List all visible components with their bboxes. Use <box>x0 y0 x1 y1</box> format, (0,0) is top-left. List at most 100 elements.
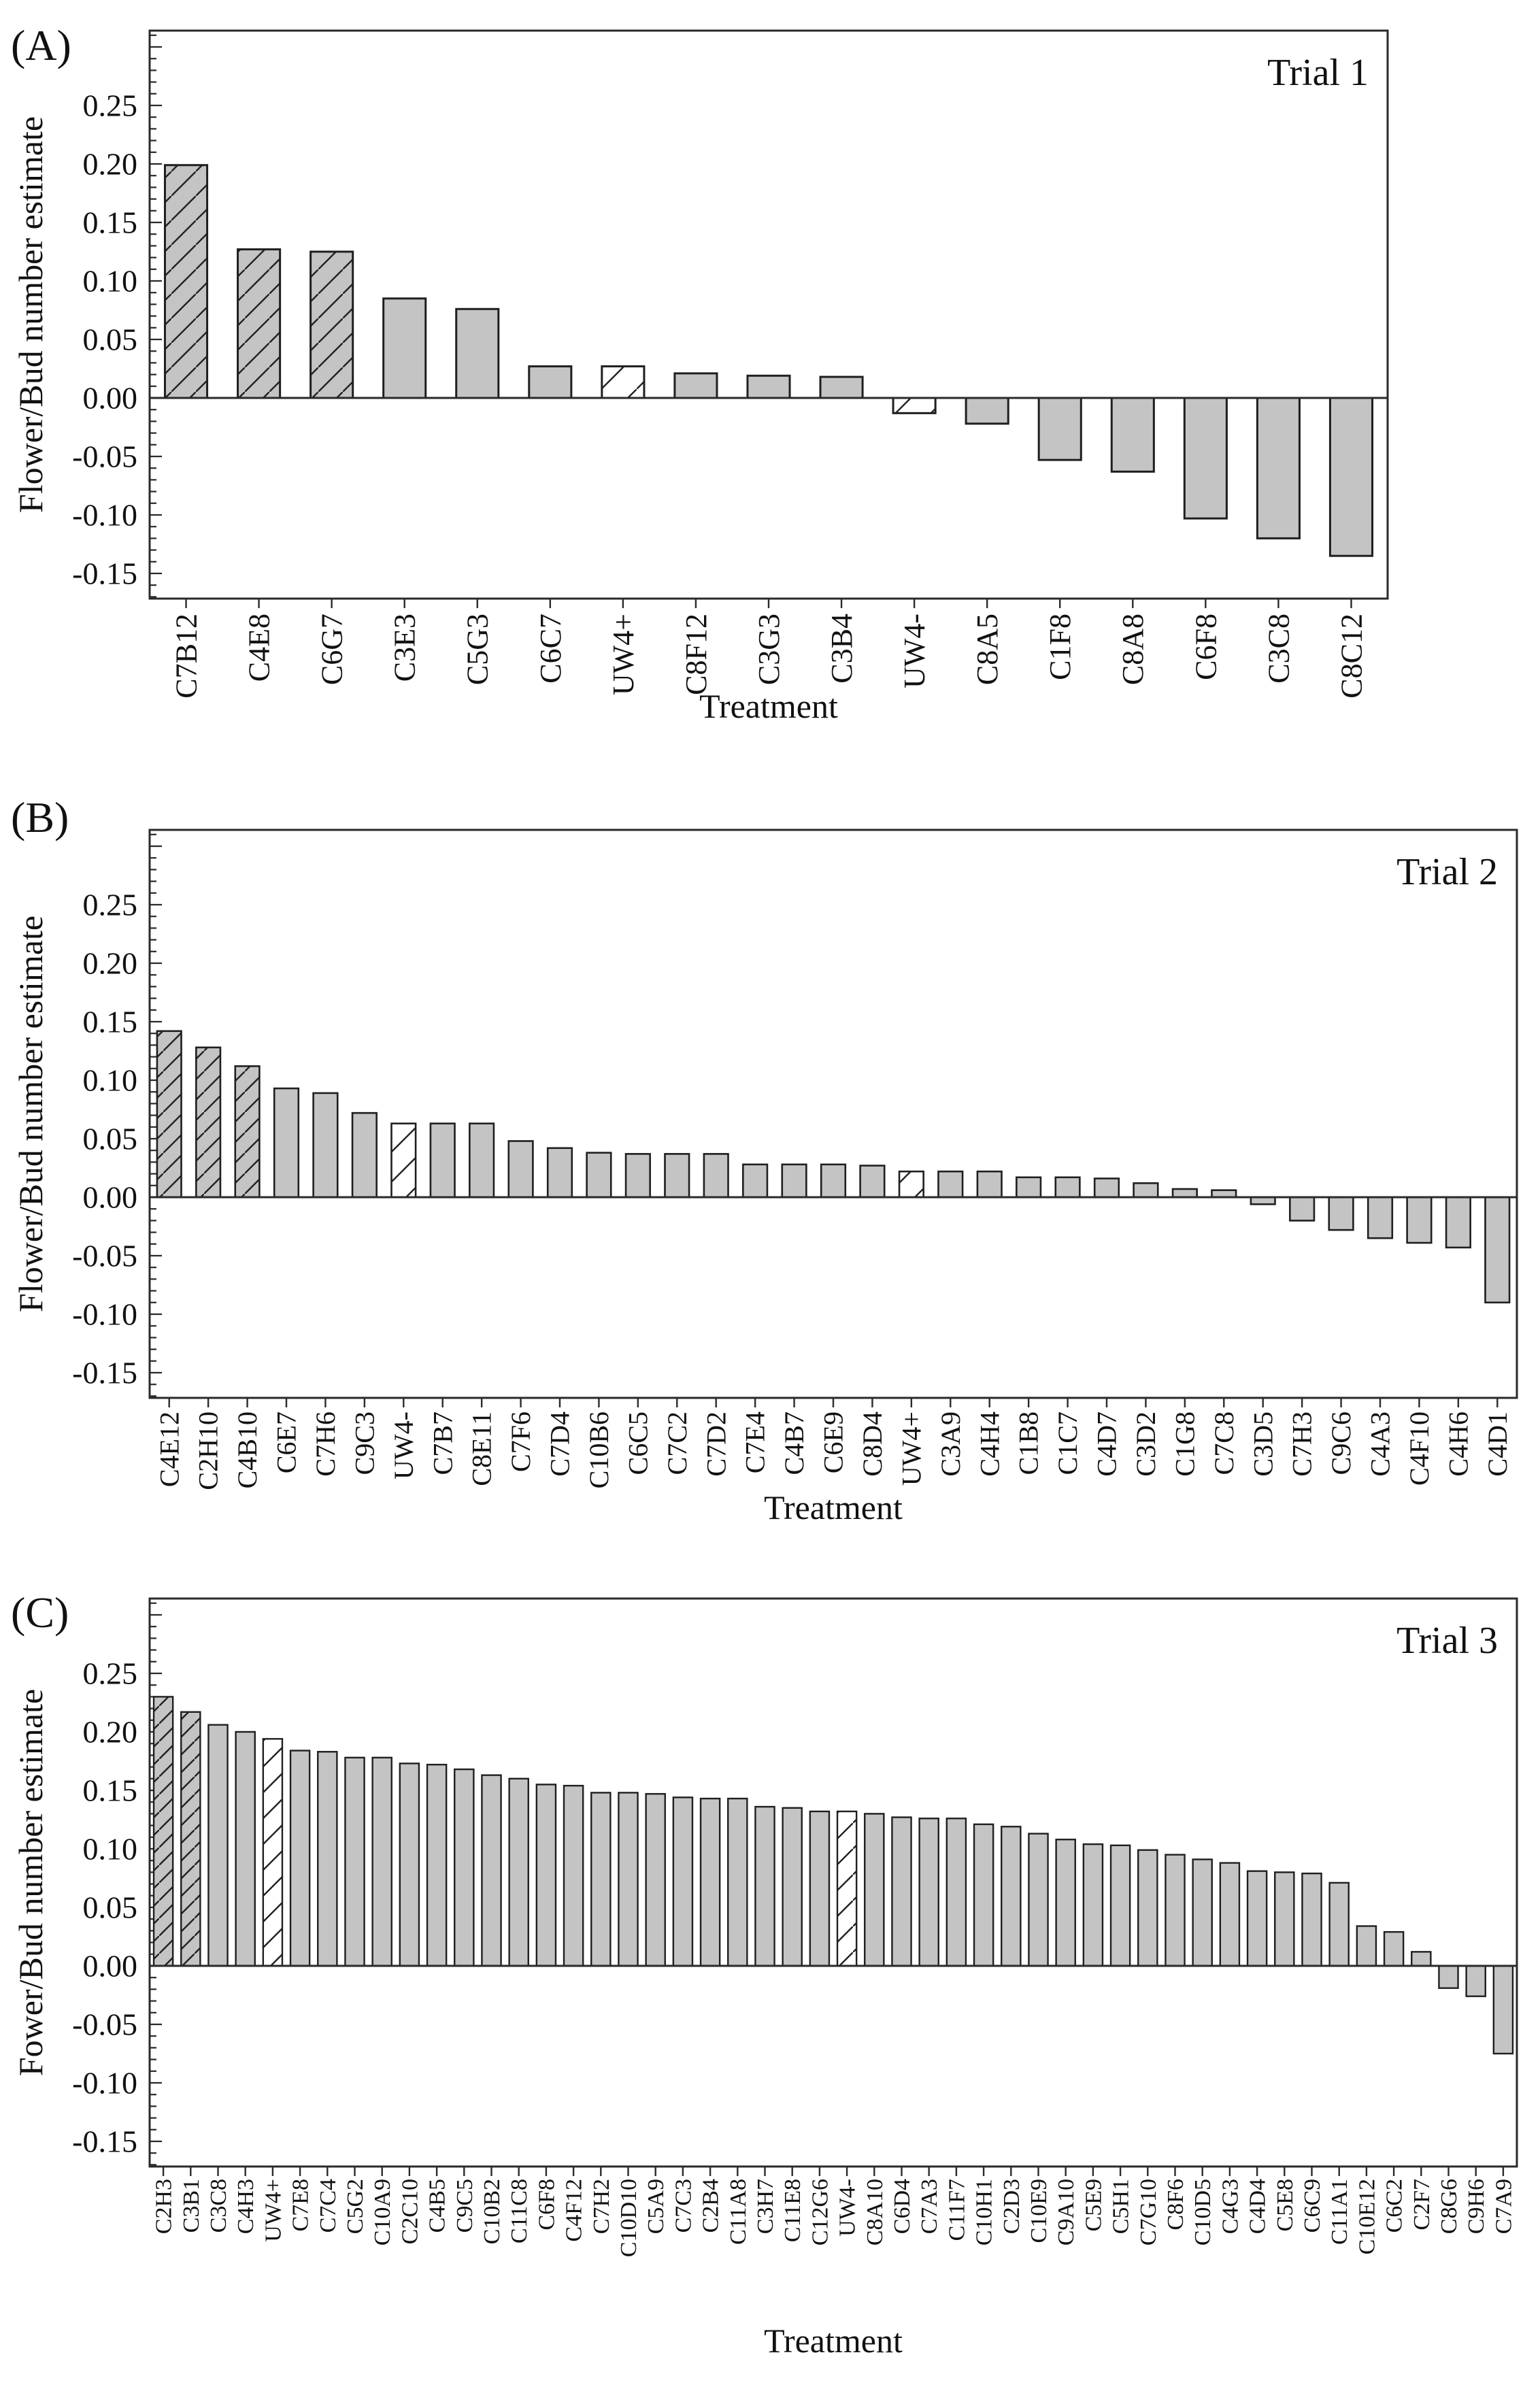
x-tick-label: C4D1 <box>1482 1411 1513 1477</box>
x-tick-label: C7G10 <box>1136 2179 1161 2245</box>
y-axis-label: Flower/Bud number estimate <box>12 916 50 1312</box>
x-tick-label: C6G7 <box>316 614 349 685</box>
x-tick-label: C11C8 <box>507 2179 532 2243</box>
x-tick-label: UW4- <box>388 1411 419 1479</box>
x-tick-label: C8G6 <box>1437 2179 1462 2234</box>
x-tick-label: C7D4 <box>545 1411 575 1477</box>
x-tick-label: C2F7 <box>1409 2179 1435 2230</box>
x-tick-label: C4F10 <box>1404 1411 1435 1486</box>
bar <box>507 1140 534 1199</box>
bar <box>618 1792 639 1967</box>
x-tick-label: C5G3 <box>461 614 495 685</box>
bar <box>309 250 354 399</box>
bar <box>859 1165 886 1199</box>
x-tick-label: C6E7 <box>271 1411 302 1473</box>
x-tick-label: C3B4 <box>825 614 858 684</box>
bar <box>898 1170 924 1199</box>
bar <box>945 1818 967 1967</box>
bar <box>508 1777 529 1967</box>
x-tick-label: C6F8 <box>1189 614 1222 680</box>
bar <box>1246 1870 1268 1967</box>
bar <box>535 1784 557 1967</box>
bar <box>1445 1196 1471 1249</box>
x-tick-label: C7A9 <box>1491 2179 1516 2234</box>
bar <box>289 1750 311 1967</box>
x-tick-label: C3E3 <box>388 614 422 682</box>
bar <box>820 1163 847 1199</box>
y-tick-label: 0.00 <box>83 1180 138 1215</box>
bar <box>546 1147 573 1199</box>
bar <box>673 372 718 399</box>
bar <box>699 1797 721 1967</box>
bar <box>1438 1964 1459 1989</box>
bar <box>1165 1854 1186 1967</box>
bar <box>1406 1196 1433 1244</box>
panel-trial-1: (A) Flower/Bud number estimate 0.25 0.20 0.1… <box>0 0 1540 765</box>
y-tick-label: -0.10 <box>72 1297 137 1332</box>
x-tick-label: C8A10 <box>863 2179 888 2245</box>
bar <box>262 1738 284 1967</box>
bar <box>152 1696 174 1967</box>
x-tick-label: C2H3 <box>152 2179 177 2234</box>
x-axis-ticks <box>162 2167 1505 2176</box>
x-tick-label: C9C3 <box>349 1411 380 1475</box>
bar <box>163 164 209 399</box>
x-tick-label: C3C8 <box>1262 614 1295 684</box>
x-tick-label: C10B2 <box>480 2179 505 2244</box>
x-tick-label: C10B6 <box>584 1411 614 1488</box>
y-tick-label: -0.05 <box>72 439 137 474</box>
bar <box>624 1153 651 1199</box>
x-tick-label: UW4+ <box>261 2179 286 2242</box>
x-tick-label: C7F6 <box>505 1411 536 1472</box>
x-tick-label: C10E12 <box>1354 2179 1379 2254</box>
x-tick-label: C11A1 <box>1327 2179 1352 2245</box>
bar <box>455 307 500 399</box>
y-axis-label: Fower/Bud number estimate <box>12 1689 50 2076</box>
bar <box>746 374 791 399</box>
y-tick-label: -0.05 <box>72 1239 137 1273</box>
x-tick-label: C1B8 <box>1014 1411 1044 1475</box>
bar <box>237 248 282 399</box>
x-tick-label: C4H6 <box>1443 1411 1473 1477</box>
x-tick-label: C5G2 <box>343 2179 368 2234</box>
bar <box>429 1122 456 1199</box>
bar <box>782 1807 803 1967</box>
x-tick-label: UW4+ <box>896 1411 926 1486</box>
x-tick-label: C6C7 <box>534 614 567 684</box>
bar <box>235 1730 256 1967</box>
x-tick-label: C4H4 <box>974 1411 1005 1477</box>
bar <box>1109 1844 1131 1967</box>
y-tick-label: 0.10 <box>83 1063 138 1098</box>
x-tick-label: C2H10 <box>193 1411 224 1490</box>
bar <box>1356 1925 1377 1967</box>
bar <box>1192 1858 1213 1967</box>
x-tick-label: C2B4 <box>699 2179 724 2233</box>
bar <box>528 365 573 399</box>
x-tick-label: C6C9 <box>1300 2179 1325 2233</box>
bar <box>1465 1964 1486 1997</box>
x-tick-label: C1G8 <box>1169 1411 1200 1477</box>
x-tick-label: C7E8 <box>288 2179 314 2231</box>
x-tick-label: C9C6 <box>1326 1411 1356 1475</box>
bar <box>351 1111 378 1199</box>
y-tick-label: 0.10 <box>83 1832 138 1867</box>
bar <box>754 1805 775 1967</box>
bar <box>1219 1862 1241 1967</box>
y-tick-label: 0.15 <box>83 1773 138 1808</box>
x-tick-label: C11E8 <box>780 2179 805 2242</box>
x-tick-label: C7C8 <box>1209 1411 1239 1475</box>
bar <box>1171 1188 1198 1199</box>
bars <box>163 164 1374 557</box>
bar <box>664 1153 690 1199</box>
bar <box>586 1152 612 1199</box>
bar <box>1082 1843 1104 1967</box>
bar <box>469 1122 495 1199</box>
bar <box>1055 1839 1076 1967</box>
x-tick-label: UW4+ <box>607 614 640 695</box>
y-tick-label: 0.00 <box>83 1949 138 1984</box>
x-tick-label: C10D5 <box>1190 2179 1216 2245</box>
y-tick-label: -0.15 <box>72 2124 137 2159</box>
x-tick-label: C7B7 <box>427 1411 458 1475</box>
x-tick-label: C5A9 <box>643 2179 669 2234</box>
